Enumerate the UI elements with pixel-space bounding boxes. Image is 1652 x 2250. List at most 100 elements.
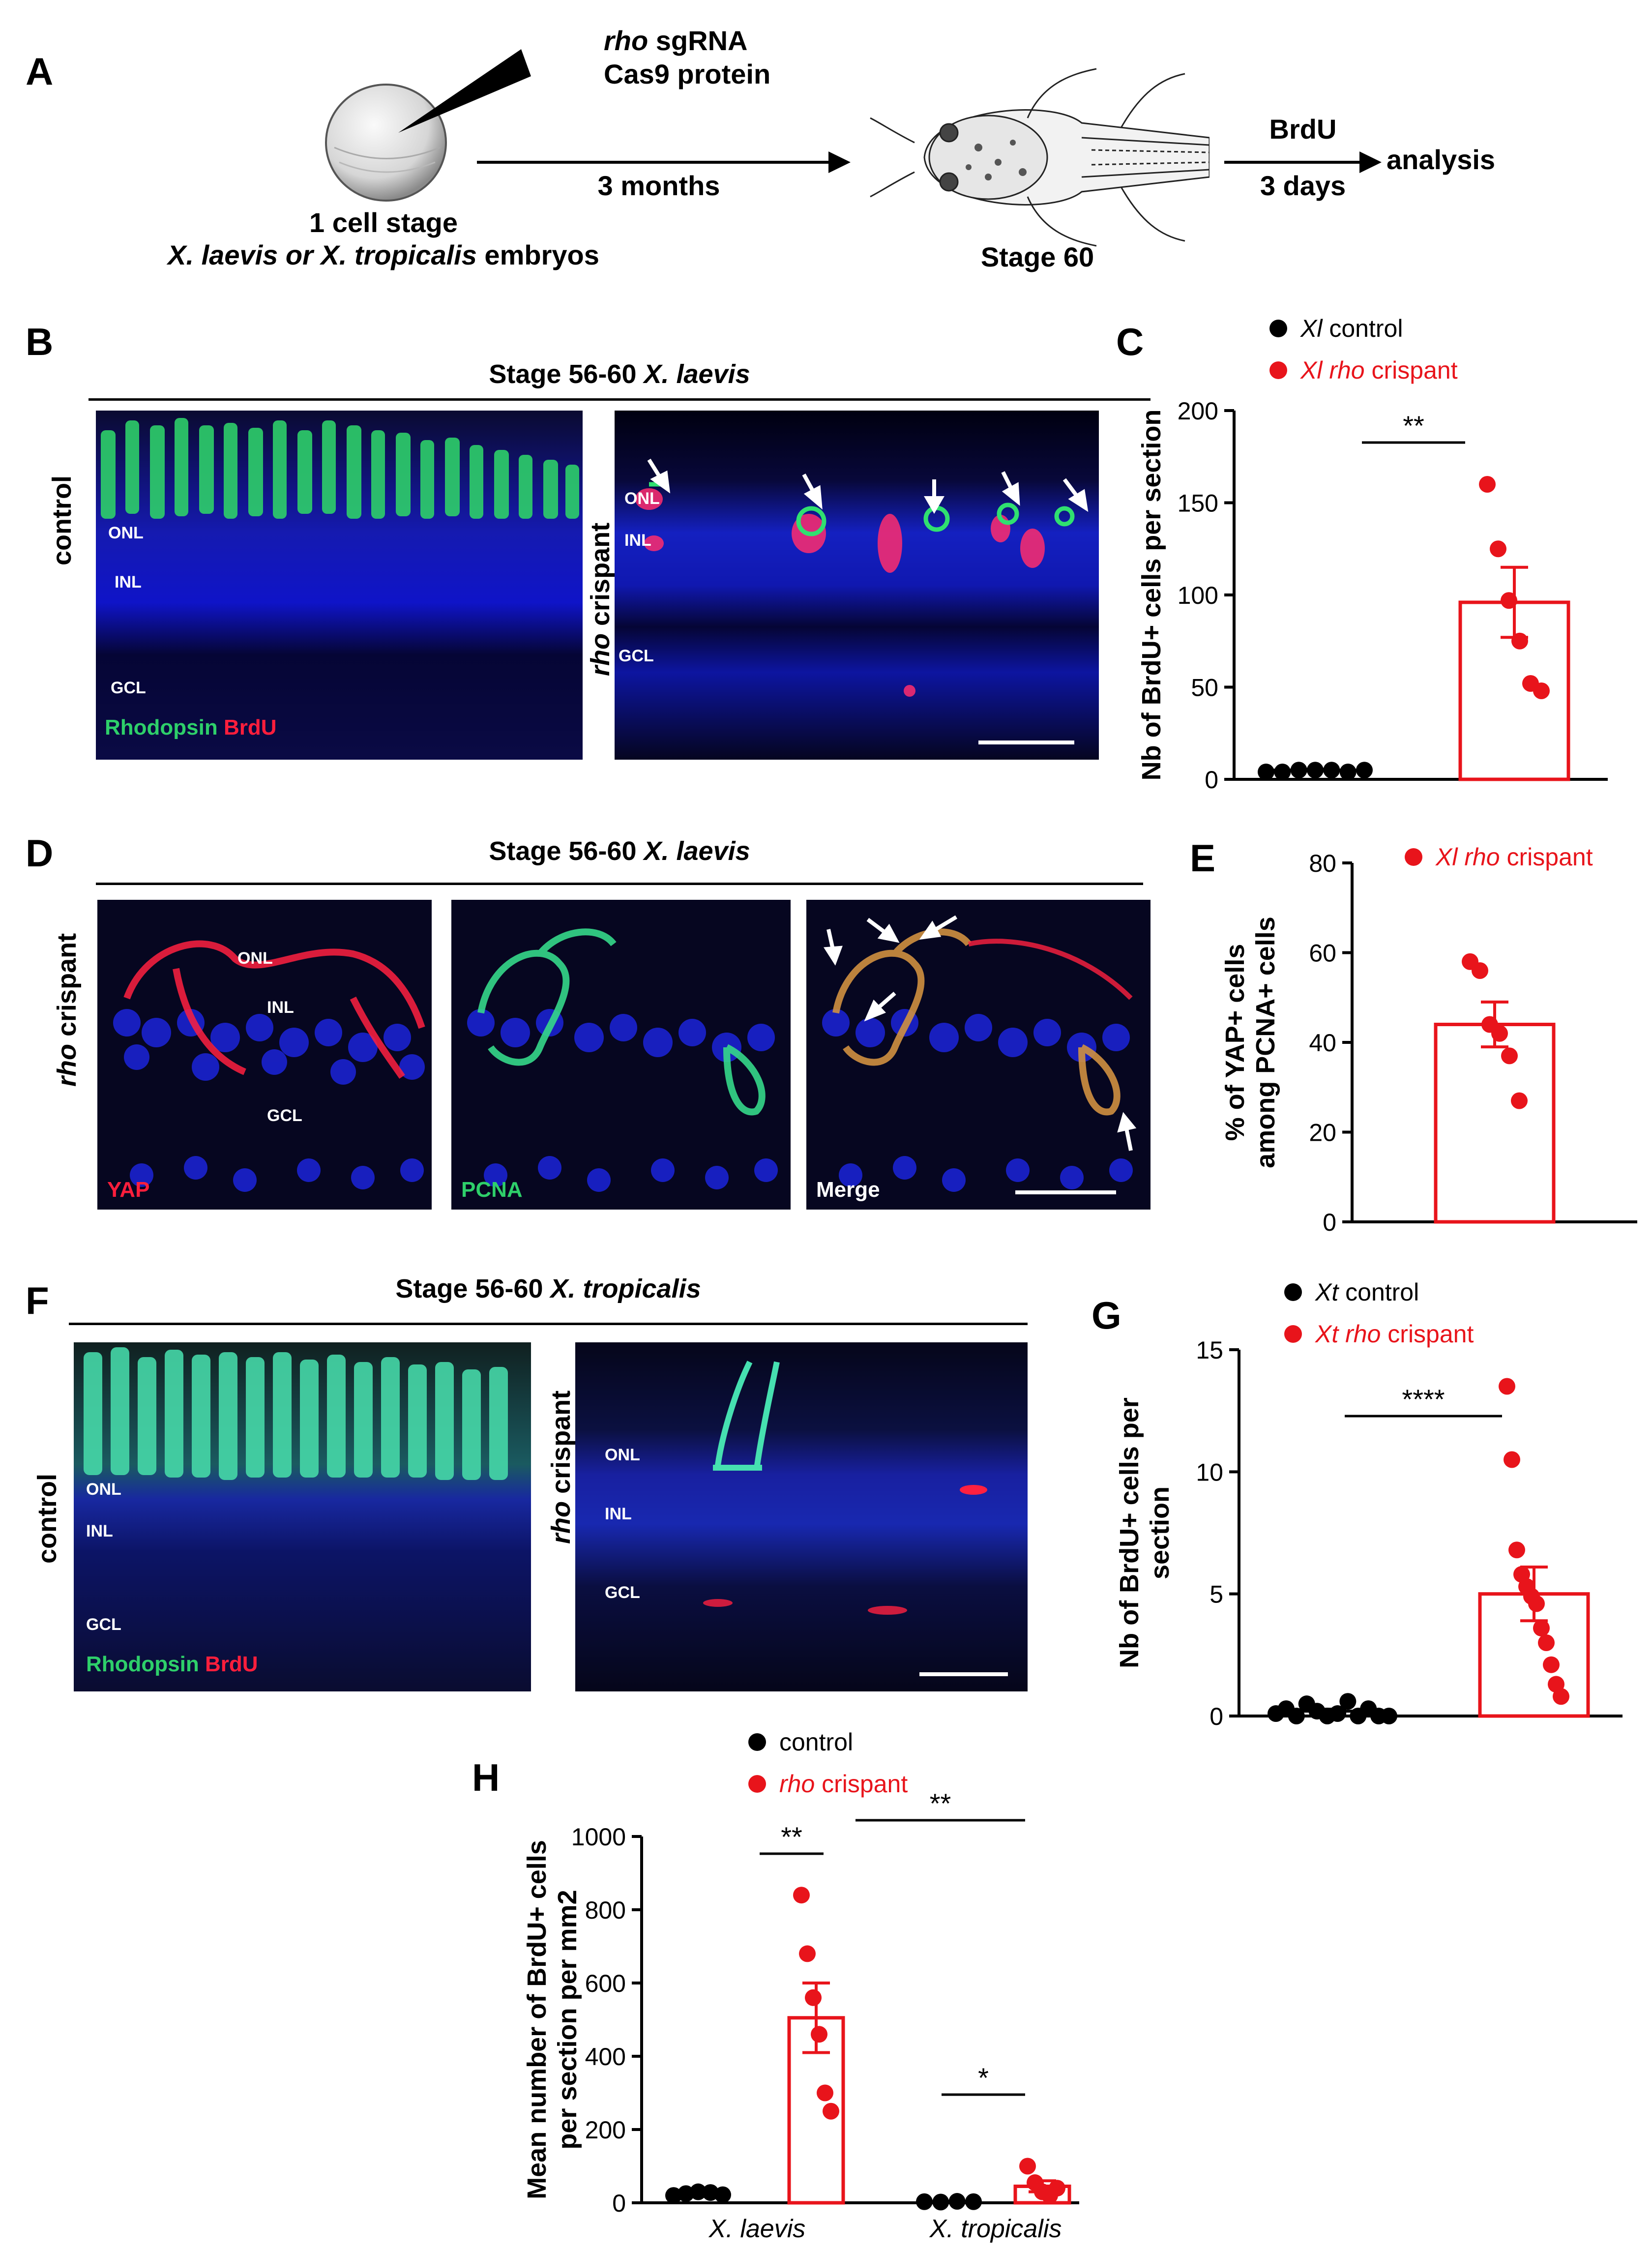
chart-g-legend-crispant: Xt rho crispant: [1315, 1320, 1474, 1348]
chart-g-ylabel-line: Nb of BrdU+ cells per: [1115, 1397, 1144, 1668]
panel-d-title: Stage 56-60 X. laevis: [489, 836, 750, 866]
chart-h-control-2-point: [948, 2193, 966, 2210]
panel-f-row-crispant: rho crispant: [546, 1390, 576, 1544]
chart-c-control-point: [1339, 764, 1357, 780]
layer-gcl-label: GCL: [605, 1583, 640, 1602]
chart-g-tick-label: 15: [1196, 1336, 1223, 1364]
panel-letter-c: C: [1116, 320, 1144, 363]
chart-c-control-point: [1274, 764, 1291, 780]
chart-h-control-0-point: [665, 2187, 682, 2204]
chart-h-crispant-1-point: [805, 1989, 822, 2006]
chart-e-ylabel-line: among PCNA+ cells: [1251, 917, 1280, 1168]
micrograph-f-crispant: ONL INL GCL: [575, 1342, 1028, 1691]
chart-h-legend-control-marker: [748, 1733, 766, 1751]
chart-g-ylabel: Nb of BrdU+ cells per section: [1115, 1397, 1175, 1668]
chart-g-crispant-point: [1538, 1634, 1555, 1651]
layer-inl-label: INL: [605, 1505, 632, 1523]
chart-c-tick-label: 150: [1178, 490, 1218, 517]
chart-g-crispant-point: [1543, 1656, 1560, 1673]
chart-h-ylabel-line: Mean number of BrdU+ cells: [522, 1840, 552, 2199]
chart-e-crispant-bar: [1434, 1023, 1556, 1224]
panel-letter-e: E: [1190, 836, 1216, 880]
micrograph-d-pcna: PCNA: [451, 900, 791, 1210]
micrograph-f-control: ONL INL GCL Rhodopsin BrdU: [74, 1342, 531, 1691]
injection-text-2: Cas9 protein: [604, 59, 771, 89]
embryo-stage-label: 1 cell stage: [309, 207, 458, 238]
chart-e-ylabel: % of YAP+ cells among PCNA+ cells: [1220, 917, 1280, 1168]
embryo-species-label: X. laevis or X. tropicalis embryos: [168, 239, 599, 270]
chart-g-tick-label: 0: [1210, 1703, 1223, 1730]
chart-c-ylabel-line: Nb of BrdU+ cells per section: [1137, 410, 1166, 781]
chart-g: Xt control Xt rho crispant 0 5 10 15 Nb of Brd…: [1115, 1278, 1622, 1730]
arrow-brdu: [1224, 151, 1382, 173]
chart-c-tick-label: 200: [1178, 397, 1218, 425]
chart-g-crispant-point: [1533, 1620, 1550, 1637]
chart-e-ylabel-line: % of YAP+ cells: [1220, 944, 1250, 1141]
chart-h-significance-2-label: **: [930, 1788, 951, 1819]
chart-h-control-0-point: [678, 2185, 694, 2202]
chart-h-significance-1-label: **: [781, 1821, 802, 1852]
chart-h-category-tropicalis: X. tropicalis: [929, 2215, 1062, 2243]
stage-60-label: Stage 60: [980, 241, 1094, 272]
tadpole-icon: [870, 68, 1210, 247]
chart-e: Xl rho crispant 0 20 40 60 80 % of YAP+ cells a…: [1220, 843, 1637, 1236]
layer-inl-label: INL: [115, 573, 142, 592]
chart-h-crispant-1-point: [799, 1945, 816, 1962]
chart-e-legend-crispant: Xl rho crispant: [1435, 843, 1593, 871]
chart-h-category-laevis: X. laevis: [708, 2215, 806, 2243]
chart-g-crispant-point: [1528, 1595, 1545, 1612]
chart-h-legend-control: control: [779, 1728, 853, 1756]
chart-c-crispant-point: [1533, 682, 1550, 699]
micrograph-b-control: ONL INL GCL Rhodopsin BrdU: [96, 411, 583, 760]
chart-h-control-0-point: [690, 2183, 707, 2200]
micrograph-d-yap: ONL INL GCL YAP: [97, 900, 432, 1210]
chart-g-legend-control-marker: [1284, 1283, 1302, 1301]
chart-e-tick-label: 80: [1309, 850, 1336, 877]
panel-b-row-crispant: rho crispant: [586, 522, 615, 676]
chart-e-tick-label: 60: [1309, 940, 1336, 967]
chart-h-control-2-point: [932, 2193, 949, 2211]
layer-onl-label: ONL: [237, 949, 273, 968]
chart-h-crispant-1-point: [811, 2026, 827, 2043]
chart-c-control-point: [1356, 762, 1373, 779]
layer-gcl-label: GCL: [267, 1106, 302, 1125]
chart-h-ylabel-line: per section per mm2: [553, 1890, 582, 2149]
chart-e-crispant-point: [1472, 962, 1488, 979]
chart-e-crispant-point: [1511, 1092, 1528, 1109]
stain-legend-f: Rhodopsin BrdU: [86, 1652, 258, 1676]
chart-g-legend-control: Xt control: [1315, 1278, 1419, 1306]
channel-yap-label: YAP: [107, 1178, 150, 1202]
layer-gcl-label: GCL: [86, 1615, 121, 1634]
chart-c-tick-label: 0: [1205, 766, 1218, 794]
chart-g-ylabel-line: section: [1145, 1486, 1175, 1579]
chart-h-control-0-point: [714, 2186, 731, 2203]
layer-inl-label: INL: [267, 998, 294, 1017]
panel-f-row-control: control: [32, 1474, 62, 1564]
chart-h-crispant-1-point: [817, 2084, 833, 2102]
chart-c-legend-crispant-marker: [1269, 361, 1287, 379]
injection-text-1: rho sgRNA: [604, 25, 748, 56]
layer-gcl-label: GCL: [619, 647, 654, 665]
chart-h-tick-label: 400: [585, 2043, 626, 2071]
chart-c-crispant-point: [1501, 592, 1517, 609]
micrograph-d-merge: Merge: [806, 900, 1150, 1210]
chart-h-legend-crispant: rho crispant: [779, 1770, 908, 1798]
chart-c-legend-control: Xl control: [1300, 315, 1403, 342]
chart-c-crispant-point: [1479, 476, 1496, 493]
channel-pcna-label: PCNA: [461, 1178, 523, 1202]
embryo-icon: [325, 84, 447, 202]
chart-e-tick-label: 40: [1309, 1029, 1336, 1057]
layer-onl-label: ONL: [86, 1480, 121, 1499]
panel-letter-h: H: [472, 1756, 500, 1799]
chart-e-crispant-point: [1491, 1025, 1508, 1042]
chart-g-tick-label: 10: [1196, 1458, 1223, 1486]
micrograph-b-crispant: ONL INL GCL: [615, 411, 1099, 760]
chart-h-legend-crispant-marker: [748, 1775, 766, 1793]
injection-needle-icon: [398, 49, 531, 133]
panel-letter-g: G: [1092, 1294, 1121, 1337]
chart-c-crispant-point: [1511, 632, 1528, 650]
chart-c-legend-crispant: Xl rho crispant: [1300, 356, 1458, 384]
panel-letter-f: F: [26, 1279, 49, 1322]
chart-h-ylabel: Mean number of BrdU+ cells per section pe…: [522, 1840, 582, 2199]
panel-b-title: Stage 56-60 X. laevis: [489, 359, 750, 389]
